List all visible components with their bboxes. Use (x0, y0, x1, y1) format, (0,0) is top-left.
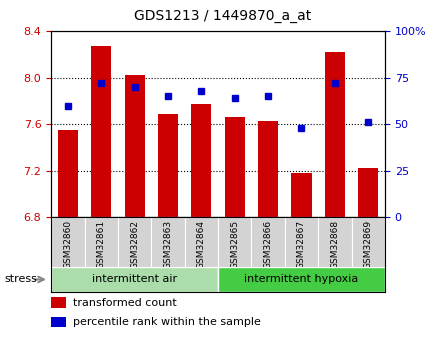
Bar (151, 217, 185, 267)
Text: intermittent air: intermittent air (92, 275, 177, 284)
Bar (258, 121, 278, 217)
Bar (325, 52, 345, 217)
Bar (58, 130, 78, 217)
Bar (51, 217, 85, 267)
Bar (51, 267, 218, 292)
Bar (158, 114, 178, 217)
Bar (125, 75, 145, 217)
Text: intermittent hypoxia: intermittent hypoxia (244, 275, 359, 284)
Bar (51, 297, 66, 308)
Bar (218, 217, 251, 267)
Bar (285, 217, 318, 267)
Text: GSM32860: GSM32860 (63, 220, 73, 269)
Bar (191, 105, 211, 217)
Text: GSM32863: GSM32863 (163, 220, 173, 269)
Text: GSM32867: GSM32867 (297, 220, 306, 269)
Bar (225, 117, 245, 217)
Bar (318, 217, 352, 267)
Bar (291, 173, 312, 217)
Text: GDS1213 / 1449870_a_at: GDS1213 / 1449870_a_at (134, 9, 311, 23)
Text: stress: stress (4, 275, 37, 284)
Text: GSM32865: GSM32865 (230, 220, 239, 269)
Bar (51, 317, 66, 327)
Text: GSM32868: GSM32868 (330, 220, 340, 269)
Text: GSM32861: GSM32861 (97, 220, 106, 269)
Bar (358, 168, 378, 217)
Text: GSM32869: GSM32869 (364, 220, 373, 269)
Text: percentile rank within the sample: percentile rank within the sample (73, 317, 261, 327)
Text: transformed count: transformed count (73, 298, 177, 308)
Bar (91, 46, 111, 217)
Text: GSM32862: GSM32862 (130, 220, 139, 269)
Text: GSM32866: GSM32866 (263, 220, 273, 269)
Bar (251, 217, 285, 267)
Bar (118, 217, 151, 267)
Bar (352, 217, 385, 267)
Bar (218, 267, 385, 292)
Bar (185, 217, 218, 267)
Text: GSM32864: GSM32864 (197, 220, 206, 269)
Bar (85, 217, 118, 267)
